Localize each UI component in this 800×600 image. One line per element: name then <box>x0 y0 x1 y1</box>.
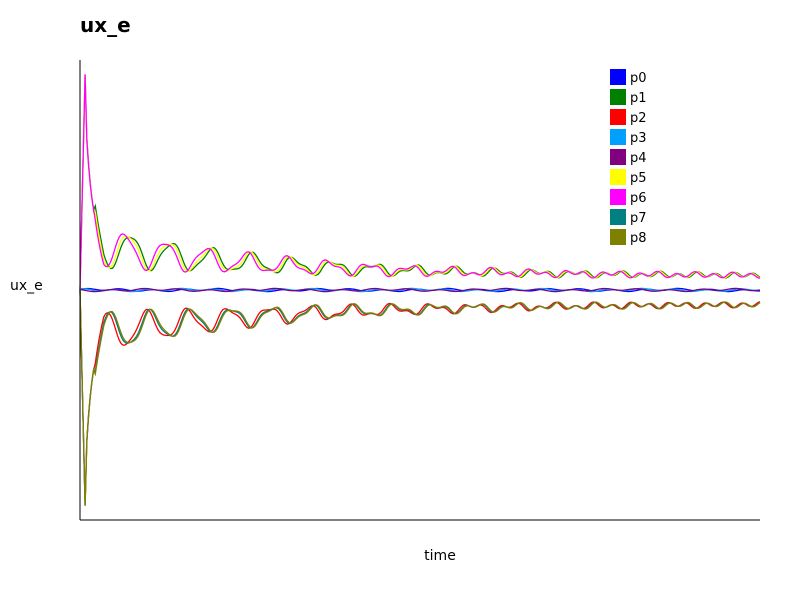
legend-item-p4: p4 <box>610 149 647 166</box>
series-line-p6 <box>79 74 761 291</box>
chart-lines <box>79 74 761 506</box>
legend-swatch-p4 <box>610 149 626 165</box>
legend-swatch-p1 <box>610 89 626 105</box>
legend-label-p4: p4 <box>630 151 647 166</box>
legend-swatch-p7 <box>610 209 626 225</box>
legend-label-p1: p1 <box>630 91 647 106</box>
legend-item-p0: p0 <box>610 69 647 86</box>
legend-swatch-p5 <box>610 169 626 185</box>
legend-label-p5: p5 <box>630 171 647 186</box>
legend-item-p2: p2 <box>610 109 647 126</box>
legend: p0 p1 p2 p3 p4 p5 p6 p7 p8 <box>610 69 647 246</box>
legend-swatch-p3 <box>610 129 626 145</box>
legend-item-p3: p3 <box>610 129 647 146</box>
legend-swatch-p0 <box>610 69 626 85</box>
legend-item-p1: p1 <box>610 89 647 106</box>
legend-item-p6: p6 <box>610 189 647 206</box>
legend-item-p7: p7 <box>610 209 647 226</box>
legend-label-p3: p3 <box>630 131 647 146</box>
y-axis-label: ux_e <box>10 278 43 294</box>
legend-label-p7: p7 <box>630 211 647 226</box>
series-line-p3 <box>79 287 761 293</box>
legend-label-p6: p6 <box>630 191 647 206</box>
legend-swatch-p6 <box>610 189 626 205</box>
legend-swatch-p8 <box>610 229 626 245</box>
legend-label-p2: p2 <box>630 111 647 126</box>
legend-label-p8: p8 <box>630 231 647 246</box>
chart-title: ux_e <box>80 13 131 37</box>
legend-label-p0: p0 <box>630 71 647 86</box>
series-line-p1 <box>79 74 761 291</box>
series-line-p8 <box>79 289 761 506</box>
legend-swatch-p2 <box>610 109 626 125</box>
series-line-p4 <box>79 287 761 293</box>
legend-item-p8: p8 <box>610 229 647 246</box>
legend-item-p5: p5 <box>610 169 647 186</box>
x-axis-label: time <box>424 548 456 564</box>
